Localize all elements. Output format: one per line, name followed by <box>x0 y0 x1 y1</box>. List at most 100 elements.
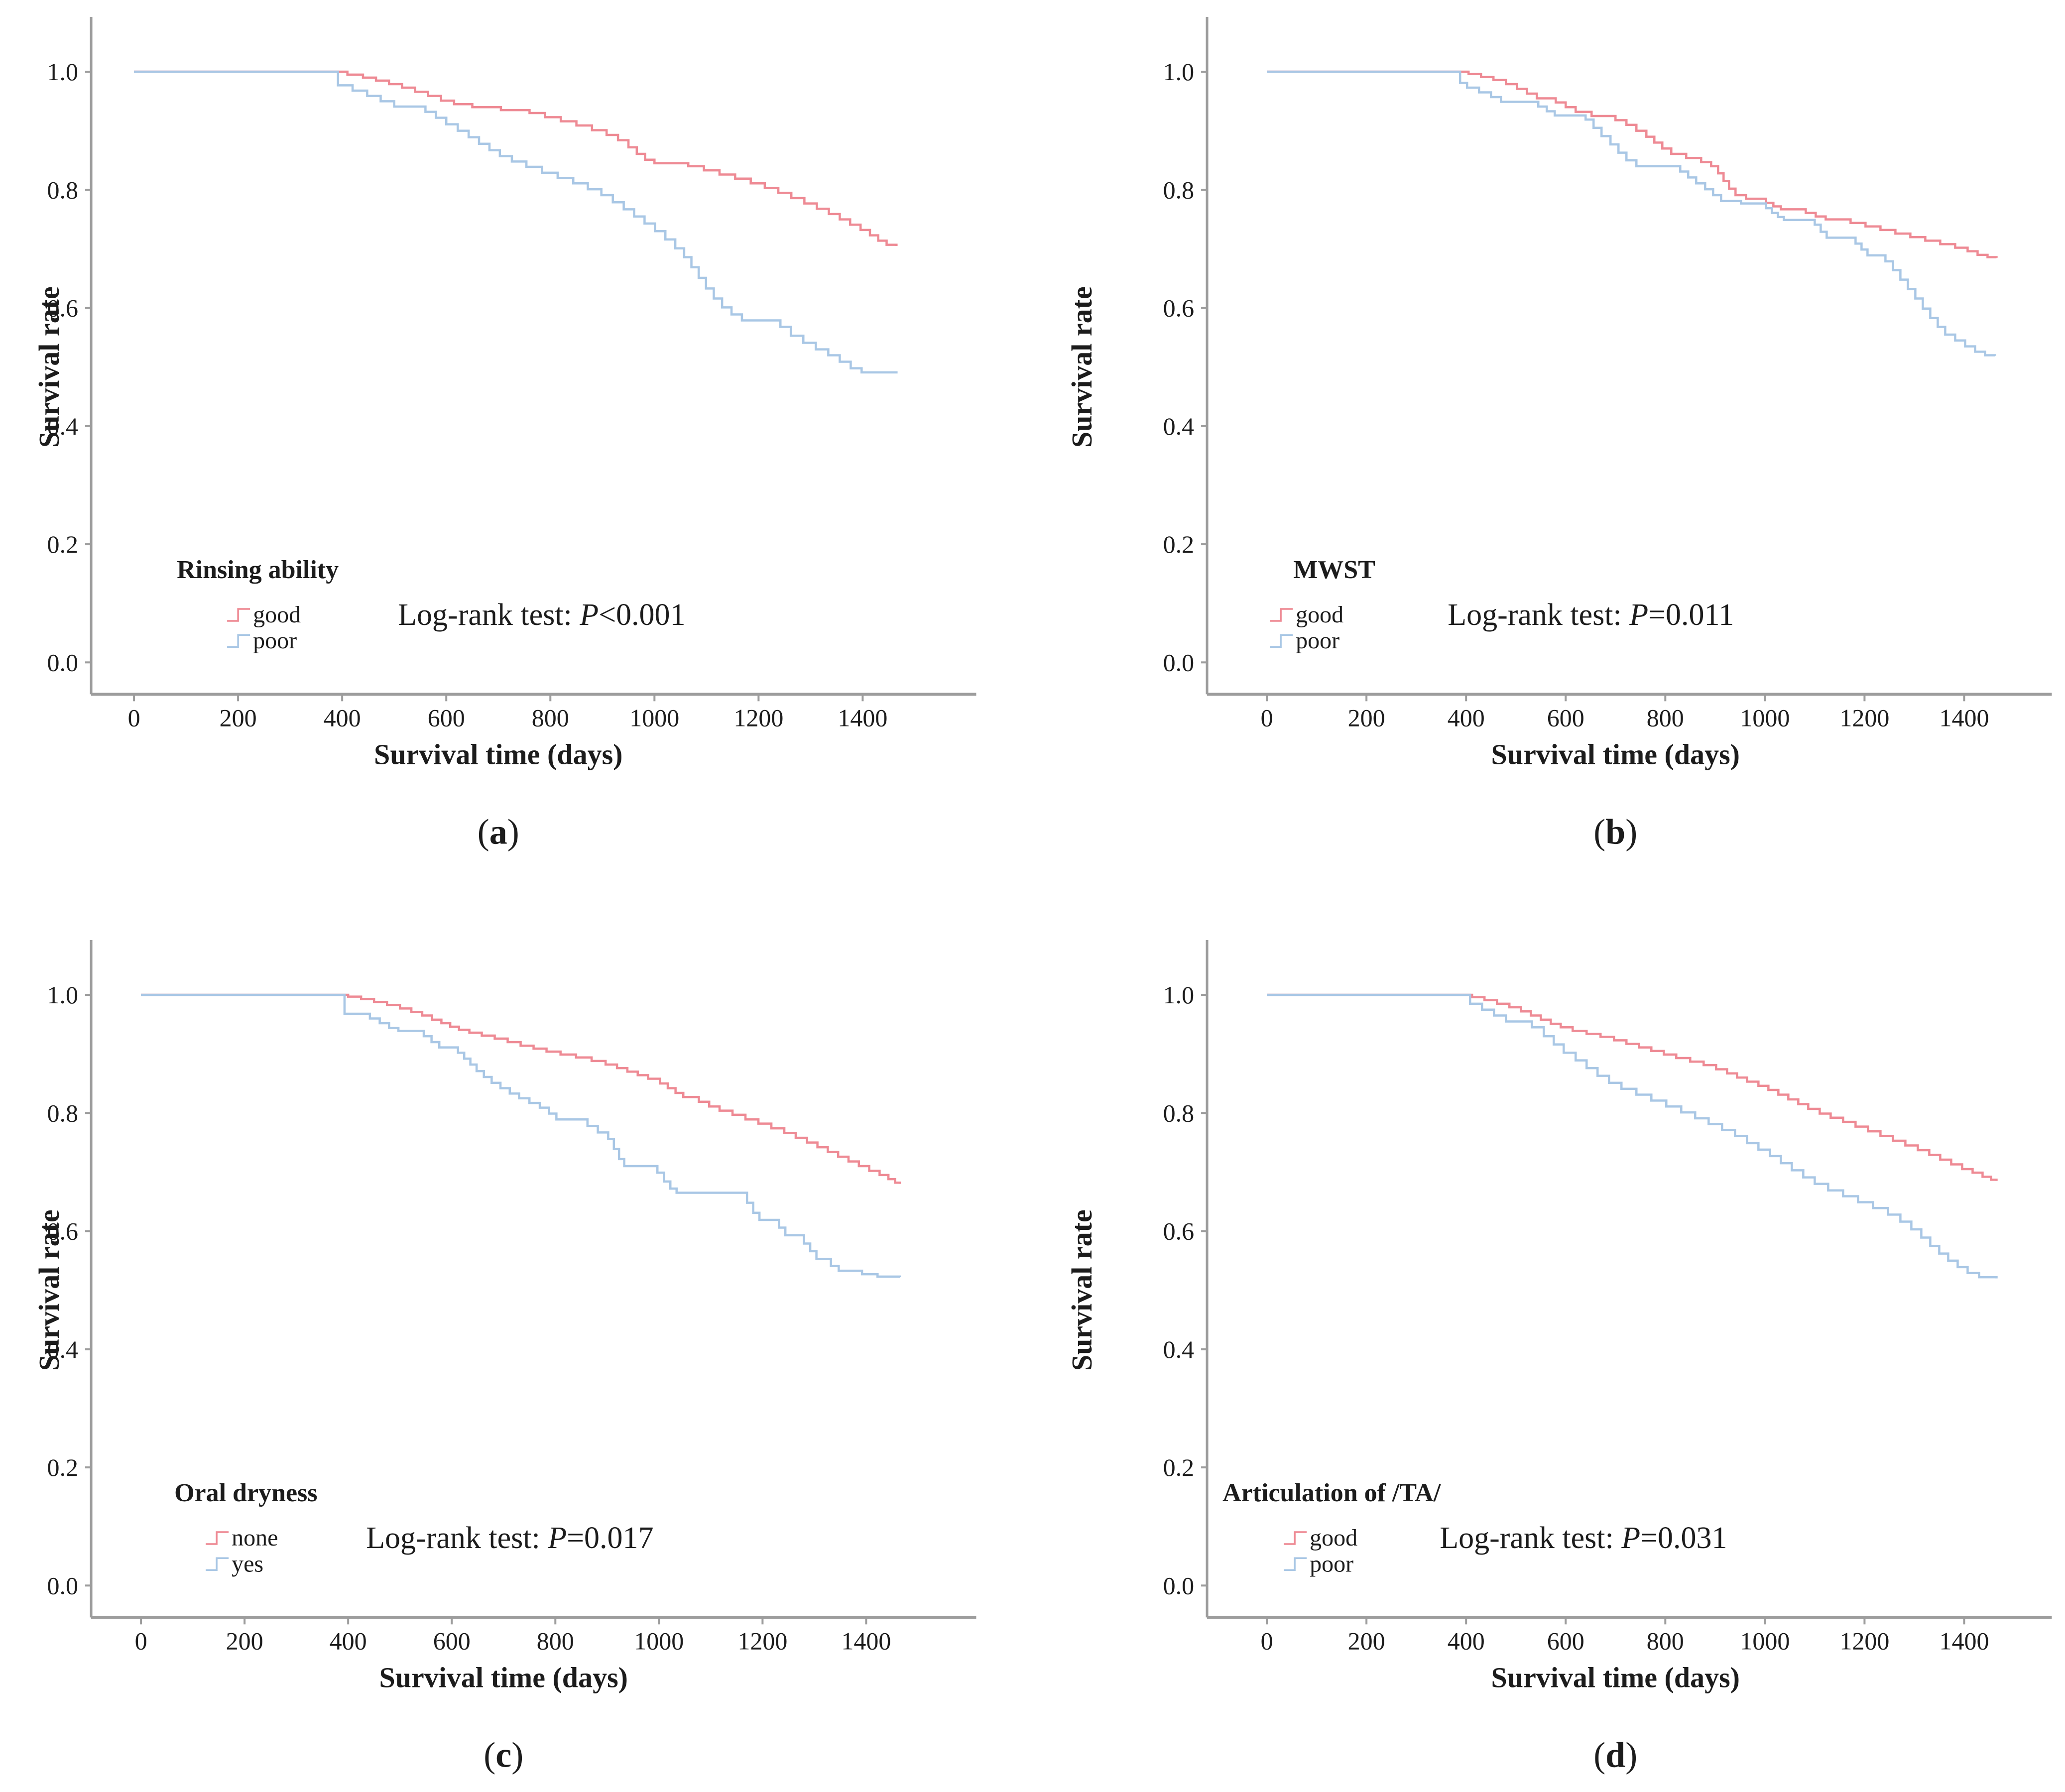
x-tick-label: 0 <box>1260 1627 1273 1655</box>
legend-label-good: good <box>1296 601 1343 628</box>
legend-step-glyph-good <box>1284 1532 1307 1544</box>
y-tick-label: 1.0 <box>47 981 78 1009</box>
y-tick-label: 0.2 <box>47 1453 78 1481</box>
logrank-text: Log-rank test: P<0.001 <box>398 598 685 632</box>
survival-curve-good <box>134 72 896 246</box>
panel-caption: (c) <box>484 1735 523 1775</box>
x-tick-label: 1000 <box>1740 1627 1790 1655</box>
x-axis-title: Survival time (days) <box>374 738 622 770</box>
legend-title: Articulation of /TA/ <box>1222 1479 1441 1507</box>
y-tick-label: 0.6 <box>1163 294 1194 322</box>
legend-step-glyph-poor <box>1284 1558 1307 1570</box>
x-tick-label: 1200 <box>1839 1627 1889 1655</box>
y-axis-title: Survival rate <box>33 286 65 448</box>
legend-step-glyph-poor <box>227 635 250 647</box>
x-tick-label: 600 <box>433 1627 471 1655</box>
x-tick-label: 800 <box>537 1627 574 1655</box>
y-tick-label: 0.8 <box>1163 176 1194 204</box>
survival-curve-none <box>141 995 900 1184</box>
x-tick-label: 600 <box>1547 1627 1584 1655</box>
x-tick-label: 1000 <box>1740 704 1790 731</box>
y-tick-label: 1.0 <box>47 58 78 86</box>
x-axis-title: Survival time (days) <box>1491 738 1739 770</box>
logrank-text: Log-rank test: P=0.017 <box>366 1521 653 1555</box>
x-tick-label: 400 <box>330 1627 367 1655</box>
x-tick-label: 1000 <box>634 1627 684 1655</box>
legend-step-glyph-poor <box>1270 635 1293 647</box>
y-tick-label: 1.0 <box>1163 58 1194 86</box>
y-tick-label: 0.2 <box>1163 1453 1194 1481</box>
legend-label-none: none <box>232 1525 278 1551</box>
x-tick-label: 1400 <box>1939 704 1989 731</box>
x-tick-label: 1200 <box>737 1627 787 1655</box>
legend-label-poor: poor <box>1296 627 1339 654</box>
x-tick-label: 200 <box>226 1627 263 1655</box>
y-tick-label: 1.0 <box>1163 981 1194 1009</box>
y-axis-title: Survival rate <box>1066 1210 1098 1371</box>
x-tick-label: 0 <box>135 1627 147 1655</box>
y-tick-label: 0.0 <box>1163 1572 1194 1600</box>
y-axis-title: Survival rate <box>1066 286 1098 448</box>
logrank-text: Log-rank test: P=0.011 <box>1448 598 1734 632</box>
y-tick-label: 0.0 <box>47 1572 78 1600</box>
x-tick-label: 0 <box>1260 704 1273 731</box>
x-tick-label: 600 <box>428 704 465 731</box>
x-tick-label: 1000 <box>629 704 679 731</box>
km-chart-b: 0.0 0.2 0.4 0.6 0.8 1.0 0 200 400 600 800 1000 1200 1… <box>1033 0 2065 896</box>
legend-title: Rinsing ability <box>177 556 339 584</box>
logrank-text: Log-rank test: P=0.031 <box>1440 1521 1727 1555</box>
legend-step-glyph-yes <box>206 1558 229 1570</box>
x-tick-label: 1200 <box>1839 704 1889 731</box>
y-tick-label: 0.4 <box>1163 412 1194 440</box>
y-tick-label: 0.2 <box>1163 530 1194 558</box>
survival-curve-yes <box>141 995 900 1277</box>
survival-curve-poor <box>134 72 896 373</box>
y-tick-label: 0.8 <box>1163 1099 1194 1127</box>
y-tick-label: 0.8 <box>47 176 78 204</box>
legend-title: MWST <box>1293 556 1375 584</box>
legend-label-poor: poor <box>1310 1551 1353 1577</box>
x-tick-label: 400 <box>1447 704 1484 731</box>
panel-caption: (a) <box>478 812 519 851</box>
y-tick-label: 0.2 <box>47 530 78 558</box>
x-tick-label: 600 <box>1547 704 1584 731</box>
panel-b: 0.0 0.2 0.4 0.6 0.8 1.0 0 200 400 600 800 1000 1200 1… <box>1033 0 2065 896</box>
y-tick-label: 0.8 <box>47 1099 78 1127</box>
x-tick-label: 0 <box>128 704 140 731</box>
x-tick-label: 200 <box>1347 1627 1385 1655</box>
legend-step-glyph-good <box>1270 609 1293 621</box>
survival-curve-poor <box>1267 72 1995 356</box>
legend-step-glyph-none <box>206 1532 229 1544</box>
y-axis-title: Survival rate <box>33 1210 65 1371</box>
panel-caption: (d) <box>1593 1735 1637 1775</box>
legend-label-yes: yes <box>232 1551 263 1577</box>
x-tick-label: 400 <box>1447 1627 1484 1655</box>
y-tick-label: 0.0 <box>1163 648 1194 676</box>
legend-title: Oral dryness <box>174 1479 317 1507</box>
legend-label-good: good <box>253 601 301 628</box>
legend-step-glyph-good <box>227 609 250 621</box>
y-tick-label: 0.4 <box>1163 1335 1194 1363</box>
y-tick-label: 0.0 <box>47 648 78 676</box>
x-tick-label: 1400 <box>841 1627 891 1655</box>
x-tick-label: 1200 <box>733 704 783 731</box>
x-tick-label: 400 <box>324 704 361 731</box>
legend-label-good: good <box>1310 1525 1357 1551</box>
x-tick-label: 1400 <box>1939 1627 1989 1655</box>
x-tick-label: 800 <box>1646 704 1684 731</box>
survival-curve-good <box>1267 72 1996 258</box>
x-axis-title: Survival time (days) <box>379 1662 628 1694</box>
x-tick-label: 1400 <box>838 704 887 731</box>
x-tick-label: 800 <box>532 704 569 731</box>
x-tick-label: 800 <box>1646 1627 1684 1655</box>
legend-label-poor: poor <box>253 627 297 654</box>
x-tick-label: 200 <box>1347 704 1385 731</box>
x-axis-title: Survival time (days) <box>1491 1662 1739 1694</box>
